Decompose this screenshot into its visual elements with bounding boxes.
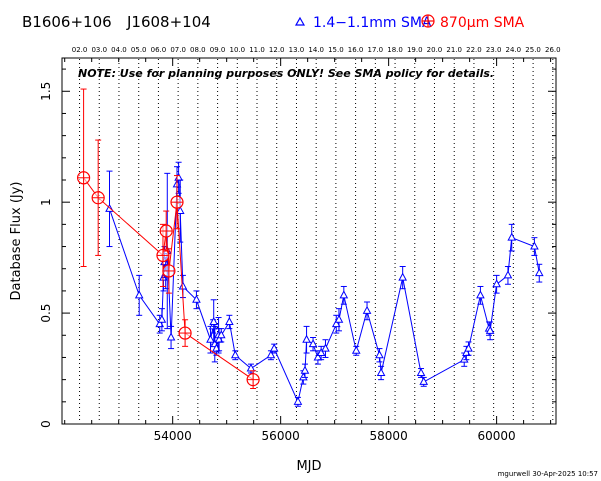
data-point [178, 281, 188, 290]
year-label: 15.0 [328, 46, 344, 54]
year-label: 09.0 [210, 46, 226, 54]
data-point [375, 350, 384, 359]
data-point [175, 206, 185, 215]
year-label: 20.0 [427, 46, 443, 54]
data-point [225, 316, 234, 325]
data-point [300, 365, 310, 374]
data-point [316, 347, 326, 357]
y-tick-label: 1.5 [39, 82, 53, 101]
data-point [246, 373, 260, 387]
year-gridlines [79, 59, 554, 423]
x-axis-label: MJD [296, 459, 321, 474]
data-point [351, 345, 361, 354]
legend-label-red: 870μm SMA [440, 15, 525, 31]
data-point [419, 376, 429, 385]
year-label: 07.0 [170, 46, 186, 54]
data-point [269, 343, 279, 352]
year-label: 17.0 [368, 46, 384, 54]
year-label: 22.0 [466, 46, 482, 54]
year-label: 03.0 [91, 46, 107, 54]
year-label: 10.0 [230, 46, 246, 54]
data-point [331, 319, 341, 328]
year-labels: 02.0 03.0 04.0 05.0 06.0 07.0 08.0 09.0 10.0 11.0… [72, 46, 561, 54]
data-point [162, 264, 176, 278]
data-point [485, 325, 495, 334]
year-label: 13.0 [289, 46, 305, 54]
data-point [206, 334, 215, 343]
year-label: 18.0 [387, 46, 403, 54]
planning-note: NOTE: Use for planning purposes ONLY! Se… [78, 67, 494, 80]
data-point [334, 314, 344, 323]
year-label: 06.0 [151, 46, 167, 54]
data-point [534, 268, 544, 277]
year-label: 05.0 [131, 46, 147, 54]
data-point [492, 279, 501, 288]
data-point [416, 367, 426, 376]
y-tick-label: 1 [39, 198, 53, 206]
legend-circle-plus-icon [421, 14, 435, 28]
data-point [362, 305, 372, 314]
year-label: 19.0 [407, 46, 423, 54]
data-point [503, 270, 513, 279]
data-point [507, 232, 517, 241]
data-point [134, 290, 144, 299]
series-870um [76, 88, 260, 390]
data-point [339, 290, 349, 299]
data-point [192, 294, 201, 303]
year-label: 23.0 [486, 46, 502, 54]
y-tick-label: 0.5 [39, 304, 53, 323]
data-point [530, 241, 539, 250]
year-label: 02.0 [72, 46, 88, 54]
data-point [266, 350, 276, 359]
y-tick-label: 0 [39, 420, 53, 428]
data-point [209, 316, 219, 325]
year-label: 08.0 [190, 46, 206, 54]
data-point [166, 332, 176, 341]
y-axis-label: Database Flux (Jy) [9, 182, 24, 301]
data-point [178, 326, 192, 340]
plot-area [61, 57, 557, 425]
data-point [376, 367, 386, 376]
y-axis: 0 0.5 1 1.5 [39, 68, 556, 428]
footer-credit: mgurwell 30-Apr-2025 10:57 [498, 470, 598, 478]
data-point [293, 396, 303, 405]
data-point [91, 191, 105, 205]
source-name-1: B1606+106 [22, 13, 112, 31]
data-point [321, 343, 330, 352]
data-point [464, 343, 473, 352]
year-label: 04.0 [111, 46, 127, 54]
year-label: 16.0 [348, 46, 364, 54]
data-point [216, 330, 226, 339]
legend-label-blue: 1.4−1.1mm SMA [313, 15, 432, 31]
legend: 1.4−1.1mm SMA 870μm SMA [294, 14, 525, 31]
year-label: 21.0 [446, 46, 462, 54]
data-point [157, 314, 167, 323]
data-point [308, 339, 318, 348]
data-point [76, 171, 91, 185]
year-label: 14.0 [308, 46, 324, 54]
data-point [159, 224, 173, 238]
x-axis: 54000 56000 58000 60000 [64, 58, 552, 443]
year-label: 24.0 [506, 46, 522, 54]
x-tick-label: 60000 [478, 429, 516, 443]
year-label: 26.0 [545, 46, 561, 54]
data-point [170, 195, 184, 209]
year-label: 12.0 [269, 46, 285, 54]
source-name-2: J1608+104 [126, 13, 211, 31]
data-point [476, 290, 485, 299]
data-point [313, 352, 323, 361]
data-point [398, 272, 408, 281]
year-label: 11.0 [249, 46, 265, 54]
x-tick-label: 56000 [262, 429, 300, 443]
x-tick-label: 54000 [154, 429, 192, 443]
legend-triangle-icon [294, 16, 306, 26]
year-label: 25.0 [525, 46, 541, 54]
x-tick-label: 58000 [370, 429, 408, 443]
data-point [230, 350, 240, 359]
data-point [302, 334, 311, 343]
series-1-4mm [105, 161, 544, 407]
